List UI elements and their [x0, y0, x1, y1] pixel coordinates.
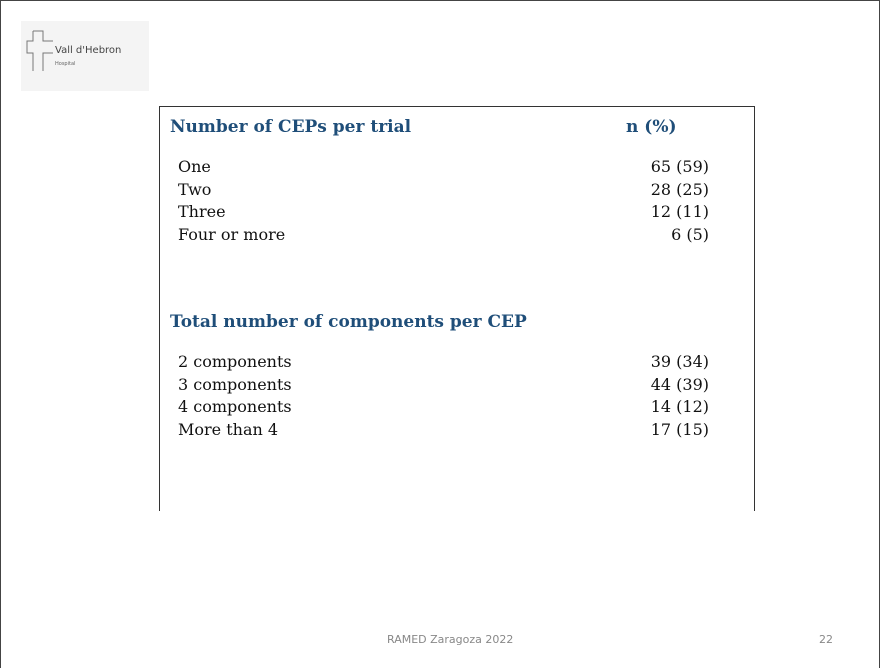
- row-value: 17 (15): [650, 419, 709, 439]
- row-label: 4 components: [178, 397, 292, 416]
- row-value: 65 (59): [650, 157, 709, 176]
- section-heading: Number of CEPs per trial: [170, 117, 412, 137]
- row-label: 3 components: [178, 374, 292, 394]
- row-label: Two: [178, 179, 212, 199]
- value-heading: n (%): [626, 117, 677, 137]
- row-value: 14 (12): [650, 397, 709, 416]
- logo-sub: Hospital: [55, 61, 76, 67]
- row-value: 12 (11): [650, 202, 709, 221]
- row-label: One: [178, 157, 211, 176]
- row-label: Four or more: [178, 224, 286, 244]
- row-value: 44 (39): [650, 374, 709, 394]
- page-number: 22: [819, 633, 833, 646]
- logo-icon: [26, 30, 53, 71]
- row-label: 2 components: [178, 352, 292, 371]
- logo: Vall d'Hebron Hospital: [21, 21, 149, 91]
- section-heading: Total number of components per CEP: [170, 312, 527, 332]
- logo-name: Vall d'Hebron: [55, 45, 122, 56]
- row-value: 39 (34): [650, 352, 709, 371]
- row-label: Three: [178, 202, 226, 221]
- row-value: 28 (25): [650, 179, 709, 199]
- row-label: More than 4: [178, 419, 279, 439]
- row-value: 6 (5): [671, 224, 709, 244]
- footer-text: RAMED Zaragoza 2022: [387, 633, 514, 646]
- table: Number of CEPs per trial n (%) One 65 (59) T…: [159, 106, 755, 511]
